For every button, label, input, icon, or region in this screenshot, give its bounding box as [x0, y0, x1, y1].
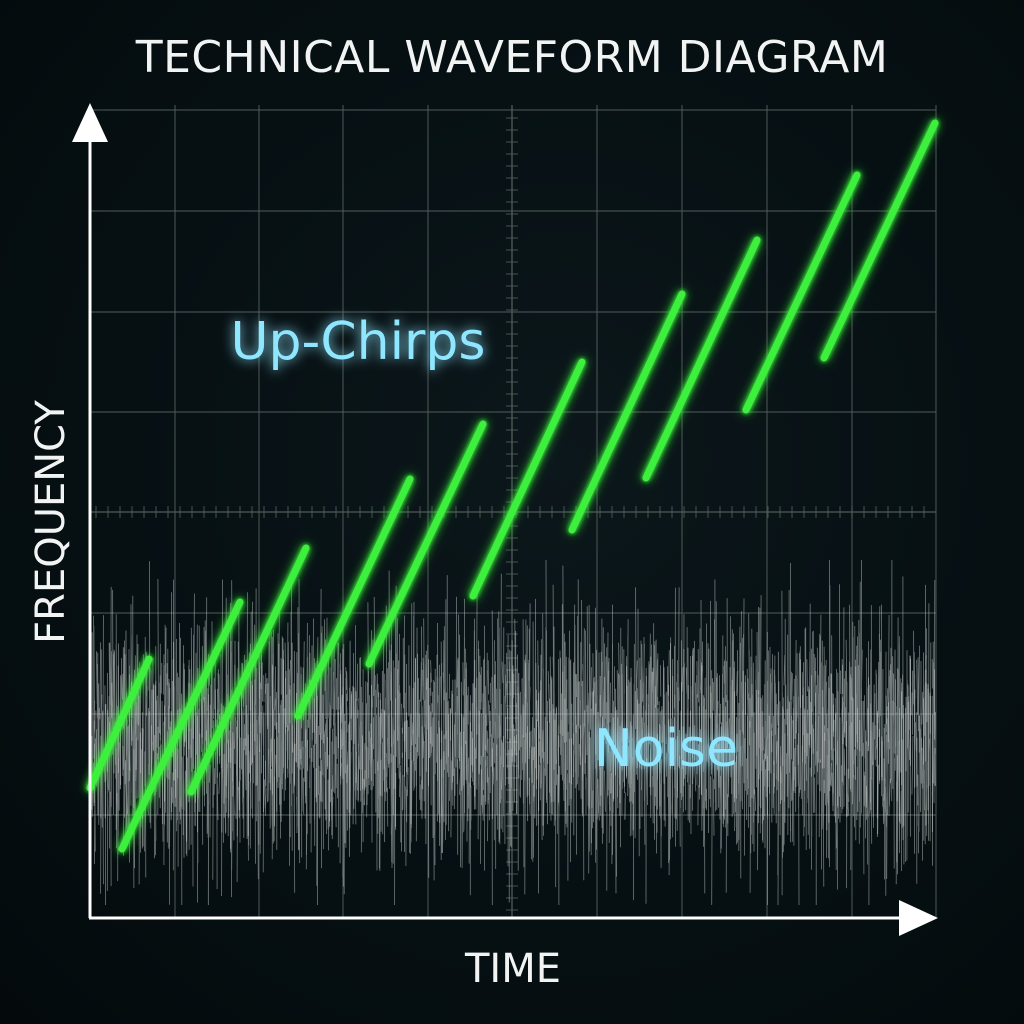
up-chirps-label: Up-Chirps — [230, 312, 485, 372]
noise-strokes-dense — [91, 634, 936, 857]
noise-strokes — [91, 559, 936, 906]
up-chirp-line — [365, 420, 487, 668]
diagram-title: TECHNICAL WAVEFORM DIAGRAM — [135, 32, 889, 83]
up-chirp-line — [820, 119, 939, 362]
up-chirp-line — [469, 358, 586, 600]
noise-label: Noise — [594, 719, 738, 779]
up-chirp-line — [118, 598, 244, 853]
up-chirp-line — [294, 475, 414, 720]
x-axis-arrow-icon — [899, 900, 938, 936]
up-chirp-line — [187, 544, 310, 796]
axes — [72, 103, 938, 936]
noise-band — [91, 559, 936, 906]
x-axis-label: TIME — [464, 946, 561, 992]
up-chirp-line — [86, 655, 153, 792]
up-chirp-lines — [86, 119, 939, 853]
up-chirp-line — [568, 290, 686, 534]
y-axis-label: FREQUENCY — [28, 400, 74, 644]
up-chirp-line — [642, 236, 761, 482]
y-axis-arrow-icon — [72, 103, 108, 142]
up-chirp-line — [742, 171, 861, 414]
